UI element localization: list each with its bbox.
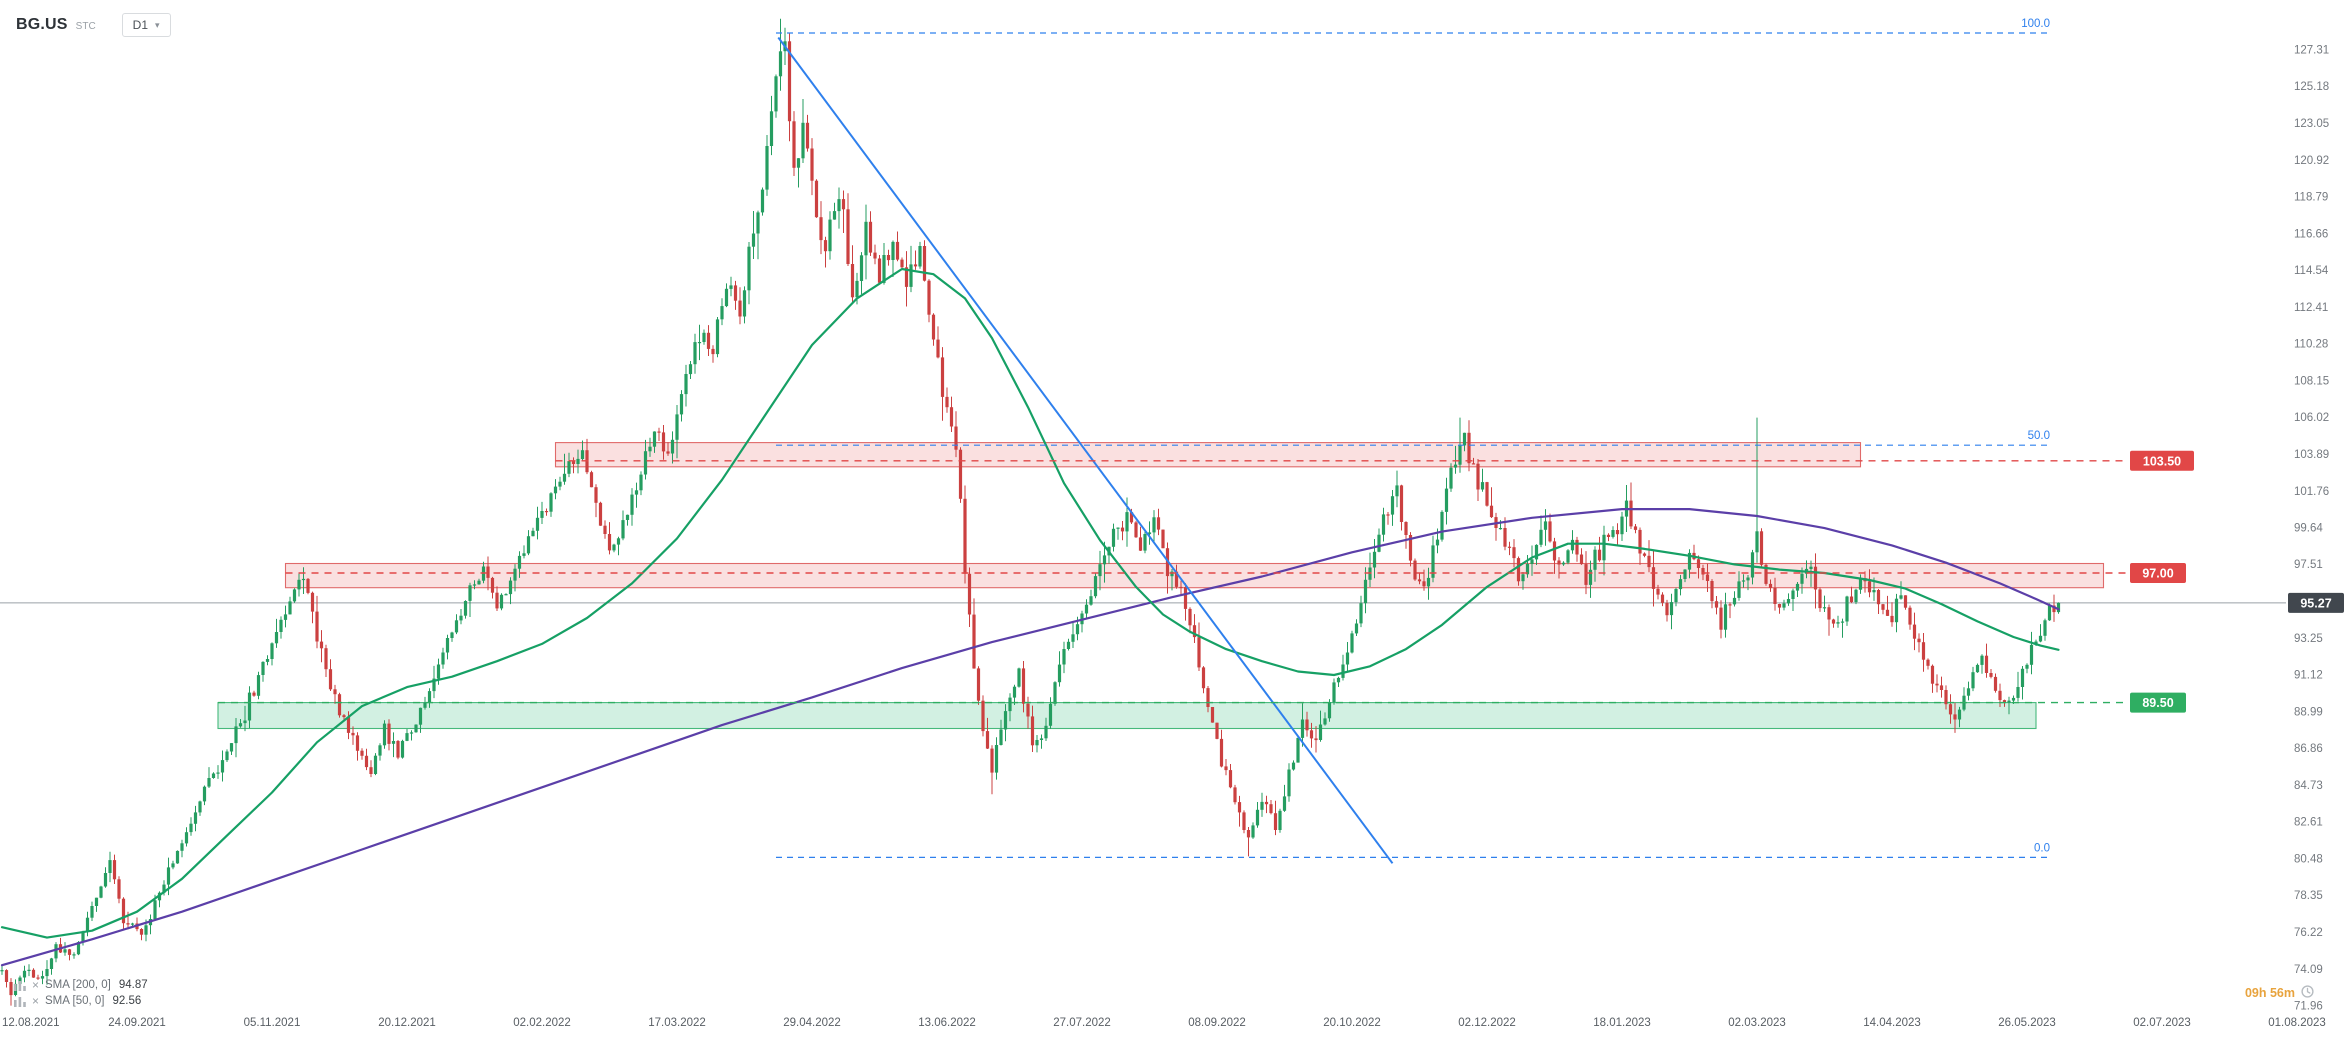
- price-axis-label: 120.92: [2294, 155, 2329, 167]
- price-axis-label: 103.89: [2294, 449, 2329, 461]
- descending-trendline[interactable]: [777, 36, 1394, 864]
- exchange-label: STC: [75, 21, 96, 32]
- price-axis-label: 110.28: [2294, 339, 2328, 351]
- price-axis-label: 125.18: [2294, 81, 2329, 93]
- date-axis-label: 17.03.2022: [648, 1017, 706, 1029]
- price-axis-label: 82.61: [2294, 817, 2323, 829]
- level-price-badge: [2130, 450, 2194, 471]
- resistance-zone[interactable]: [284, 562, 2105, 589]
- date-axis-label: 14.04.2023: [1863, 1017, 1921, 1029]
- sr-zones: [217, 442, 2105, 730]
- level-price-badge: [2130, 692, 2186, 713]
- timeframe-dropdown[interactable]: D1 ▾: [121, 13, 171, 37]
- current-price-badge: [2288, 592, 2344, 613]
- moving-averages: [0, 267, 2060, 967]
- drawings[interactable]: 100.0 50.0 0.0: [776, 18, 2050, 864]
- fib-level-label: 0.0: [2034, 842, 2050, 854]
- remove-indicator-icon[interactable]: ×: [32, 994, 40, 1008]
- price-axis-label: 71.96: [2294, 1001, 2323, 1013]
- indicator-row-sma50: × SMA [50, 0] 92.56: [14, 995, 148, 1007]
- date-axis-label: 08.09.2022: [1188, 1017, 1246, 1029]
- sma-50-line: [0, 267, 2060, 939]
- fib-level-label: 100.0: [2021, 18, 2050, 30]
- price-axis-label: 86.86: [2294, 743, 2323, 755]
- price-levels[interactable]: [218, 460, 2126, 704]
- timeframe-value: D1: [132, 18, 149, 32]
- price-badges: 103.50 97.00 89.50 95.27: [2130, 450, 2344, 713]
- price-axis-label: 91.12: [2294, 670, 2323, 682]
- resistance-zone[interactable]: [554, 442, 1862, 468]
- indicator-value: 92.56: [112, 995, 142, 1007]
- price-axis-label: 123.05: [2294, 118, 2329, 130]
- support-zone[interactable]: [217, 702, 2037, 730]
- badge-text: 97.00: [2142, 567, 2173, 581]
- level-price-badge: [2130, 563, 2186, 583]
- price-axis-label: 99.64: [2294, 522, 2323, 534]
- price-axis-label: 76.22: [2294, 927, 2323, 939]
- date-axis-label: 02.12.2022: [1458, 1017, 1516, 1029]
- date-axis-label: 02.03.2023: [1728, 1017, 1786, 1029]
- countdown-text: 09h 56m: [2244, 986, 2295, 1000]
- session-clock-icon: [2301, 985, 2314, 1001]
- price-axis-label: 106.02: [2294, 412, 2329, 424]
- price-axis-label: 93.25: [2294, 633, 2323, 645]
- date-axis-label: 20.10.2022: [1323, 1017, 1381, 1029]
- price-axis-label: 114.54: [2294, 265, 2329, 277]
- indicator-value: 94.87: [118, 979, 148, 991]
- axes: 127.31 125.18 123.05 120.92 118.79 116.66 114.…: [2, 44, 2329, 1029]
- date-axis-label: 02.02.2022: [513, 1017, 571, 1029]
- date-axis-label: 01.08.2023: [2268, 1017, 2326, 1029]
- indicator-chart-icon[interactable]: [14, 980, 26, 991]
- price-axis-label: 118.79: [2294, 192, 2328, 204]
- date-axis-label: 26.05.2023: [1998, 1017, 2056, 1029]
- price-axis-label: 88.99: [2294, 706, 2323, 718]
- indicator-name: SMA [200, 0]: [45, 979, 111, 991]
- remove-indicator-icon[interactable]: ×: [32, 978, 40, 992]
- indicator-name: SMA [50, 0]: [45, 995, 105, 1007]
- date-axis-label: 13.06.2022: [918, 1017, 976, 1029]
- instrument-header: BG.US STC D1 ▾: [16, 13, 171, 37]
- price-axis-label: 80.48: [2294, 853, 2323, 865]
- date-axis-label: 20.12.2021: [378, 1017, 436, 1029]
- price-axis-label: 101.76: [2294, 486, 2329, 498]
- symbol-label: BG.US: [16, 16, 68, 33]
- date-axis-label: 18.01.2023: [1593, 1017, 1651, 1029]
- badge-text: 95.27: [2300, 596, 2331, 610]
- chevron-down-icon: ▾: [155, 19, 160, 30]
- indicator-row-sma200: × SMA [200, 0] 94.87: [14, 979, 148, 991]
- price-axis-label: 84.73: [2294, 780, 2323, 792]
- date-axis-label: 27.07.2022: [1053, 1017, 1111, 1029]
- date-axis-label: 05.11.2021: [244, 1017, 301, 1029]
- price-axis-label: 116.66: [2294, 228, 2328, 240]
- price-axis-label: 127.31: [2294, 44, 2329, 56]
- indicator-legend: × SMA [200, 0] 94.87 × SMA [50, 0] 92.56: [14, 979, 148, 1007]
- price-axis-label: 112.41: [2294, 302, 2328, 314]
- badge-text: 103.50: [2143, 454, 2181, 468]
- price-axis-label: 78.35: [2294, 890, 2323, 902]
- date-axis-label: 29.04.2022: [783, 1017, 841, 1029]
- indicator-chart-icon[interactable]: [14, 996, 26, 1007]
- date-axis-label: 02.07.2023: [2133, 1017, 2191, 1029]
- session-countdown: 09h 56m: [2245, 985, 2314, 1001]
- candlestick-series: [0, 18, 2061, 1006]
- badge-text: 89.50: [2142, 696, 2173, 710]
- fib-level-label: 50.0: [2028, 430, 2050, 442]
- date-axis-label: 24.09.2021: [108, 1017, 166, 1029]
- date-axis-label: 12.08.2021: [2, 1017, 60, 1029]
- price-axis-label: 108.15: [2294, 375, 2329, 387]
- price-axis-label: 97.51: [2294, 559, 2323, 571]
- sma-200-line: [0, 508, 2060, 967]
- price-axis-label: 74.09: [2294, 964, 2323, 976]
